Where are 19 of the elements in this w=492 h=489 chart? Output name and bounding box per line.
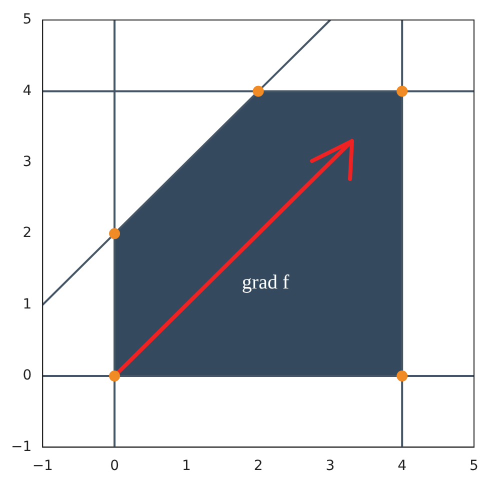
y-tick-label: 0 xyxy=(22,368,32,384)
y-tick-label: 4 xyxy=(22,82,32,99)
x-tick-label: 3 xyxy=(326,458,335,474)
point xyxy=(396,370,408,382)
point xyxy=(109,228,120,240)
y-tick-label: 5 xyxy=(22,12,32,28)
point xyxy=(109,370,120,382)
annotation: grad f xyxy=(242,272,290,294)
x-tick-label: 2 xyxy=(254,458,263,474)
y-tick-label: −1 xyxy=(10,438,32,455)
x-tick-label: 1 xyxy=(182,458,191,474)
x-tick-label: 0 xyxy=(110,458,119,474)
x-tick-label: 5 xyxy=(470,458,478,474)
point xyxy=(252,86,264,97)
point xyxy=(396,86,408,97)
y-tick-label: 3 xyxy=(22,154,32,170)
y-tick-label: 2 xyxy=(22,225,32,242)
y-tick-label: 1 xyxy=(22,296,32,312)
x-tick-label: 4 xyxy=(398,458,407,474)
